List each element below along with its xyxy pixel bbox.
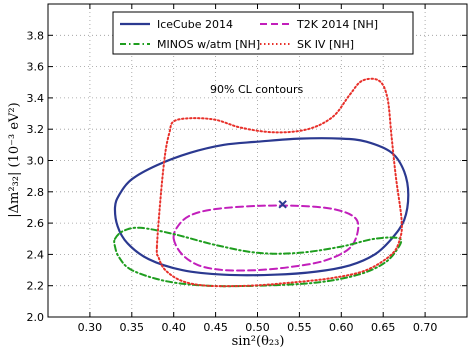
legend-box bbox=[112, 11, 414, 55]
y-tick-label: 3.8 bbox=[27, 29, 45, 42]
axis-ticks: 0.30 0.35 0.40 0.45 0.50 0.55 0.60 0.65 0.70 2.0 2… bbox=[27, 4, 467, 334]
series-layer bbox=[113, 77, 410, 288]
series-minos-w-atm-nh-contour bbox=[113, 226, 403, 288]
y-tick-label: 3.2 bbox=[27, 123, 45, 136]
legend-items: IceCube 2014 T2K 2014 [NH] MINOS w/atm [NH… bbox=[120, 18, 378, 51]
y-tick-label: 2.6 bbox=[27, 217, 45, 230]
y-tick-label: 3.4 bbox=[27, 92, 45, 105]
x-tick-label: 0.35 bbox=[120, 321, 145, 334]
series-t2k-2014-nh-contour bbox=[172, 204, 360, 272]
best-fit-stroke bbox=[278, 200, 287, 209]
best-fit-marker bbox=[278, 200, 287, 209]
grid bbox=[48, 4, 467, 318]
x-tick-label: 0.70 bbox=[413, 321, 438, 334]
x-tick-label: 0.60 bbox=[329, 321, 354, 334]
x-tick-label: 0.30 bbox=[78, 321, 103, 334]
legend-label-t2k-2014-nh: T2K 2014 [NH] bbox=[296, 18, 378, 31]
x-tick-label: 0.55 bbox=[287, 321, 312, 334]
y-axis-label: |Δm²₃₂| (10⁻³ eV²) bbox=[7, 102, 22, 217]
y-tick-label: 2.0 bbox=[27, 311, 45, 324]
y-tick-label: 2.4 bbox=[27, 248, 45, 261]
legend-label-icecube-2014: IceCube 2014 bbox=[157, 18, 233, 31]
x-tick-label: 0.40 bbox=[161, 321, 186, 334]
legend-label-sk-iv-nh: SK IV [NH] bbox=[297, 38, 354, 51]
y-tick-label: 2.8 bbox=[27, 186, 45, 199]
series-sk-iv-nh-contour bbox=[155, 77, 403, 288]
y-tick-label: 3.0 bbox=[27, 155, 45, 168]
x-tick-label: 0.50 bbox=[245, 321, 270, 334]
x-tick-label: 0.65 bbox=[371, 321, 396, 334]
series-icecube-2014-contour bbox=[113, 137, 410, 277]
x-tick-label: 0.45 bbox=[203, 321, 228, 334]
y-tick-label: 2.2 bbox=[27, 280, 45, 293]
legend: IceCube 2014 T2K 2014 [NH] MINOS w/atm [NH… bbox=[112, 11, 414, 55]
annotation-text: 90% CL contours bbox=[210, 83, 304, 96]
x-axis-label: sin²(θ₂₃) bbox=[232, 334, 285, 349]
legend-label-minos-w-atm-nh: MINOS w/atm [NH] bbox=[157, 38, 260, 51]
y-tick-label: 3.6 bbox=[27, 61, 45, 74]
